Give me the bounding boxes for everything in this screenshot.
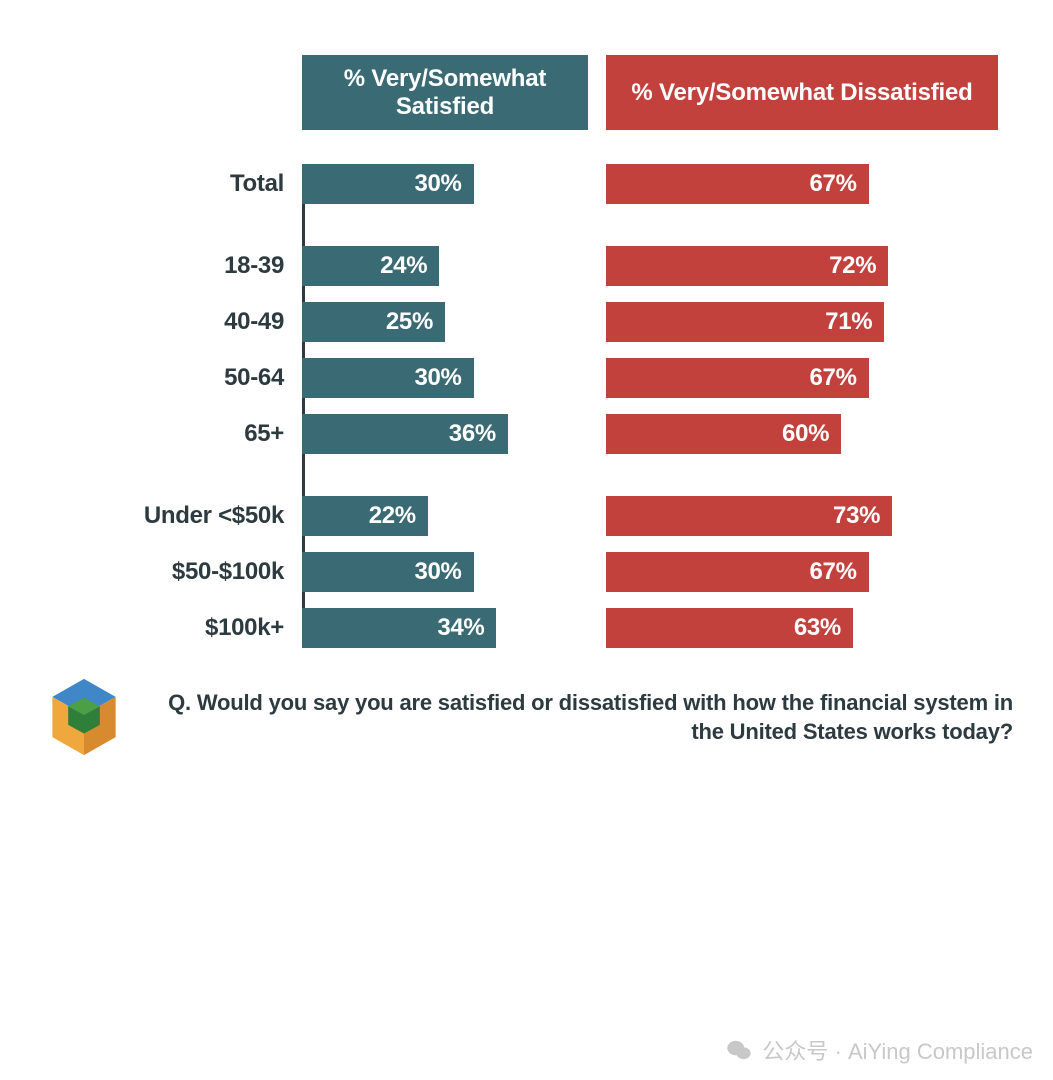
category-label: 18-39 bbox=[40, 246, 302, 286]
column-gap bbox=[588, 164, 606, 204]
header-gap bbox=[588, 55, 606, 130]
category-label: $50-$100k bbox=[40, 552, 302, 592]
dissatisfied-bar: 67% bbox=[606, 164, 869, 204]
column-gap bbox=[588, 246, 606, 286]
dissatisfied-bar: 72% bbox=[606, 246, 888, 286]
chart-footer: Q. Would you say you are satisfied or di… bbox=[40, 676, 1013, 758]
watermark-text: 公众号 · AiYing Compliance bbox=[762, 1034, 1033, 1066]
satisfied-bar: 25% bbox=[302, 302, 445, 342]
satisfied-value: 34% bbox=[437, 614, 484, 642]
column-gap bbox=[588, 358, 606, 398]
dissatisfied-value: 63% bbox=[794, 614, 841, 642]
satisfied-bar: 30% bbox=[302, 164, 474, 204]
satisfied-value: 30% bbox=[414, 170, 461, 198]
satisfied-cell: 25% bbox=[302, 302, 588, 342]
survey-question: Q. Would you say you are satisfied or di… bbox=[144, 688, 1013, 747]
header-dissatisfied: % Very/Somewhat Dissatisfied bbox=[606, 55, 998, 130]
column-headers: % Very/Somewhat Satisfied % Very/Somewha… bbox=[40, 55, 1013, 130]
dissatisfied-value: 71% bbox=[825, 308, 872, 336]
category-label: 65+ bbox=[40, 414, 302, 454]
header-spacer bbox=[40, 55, 302, 130]
data-row: $100k+ 34% 63% bbox=[40, 608, 1013, 648]
satisfied-value: 24% bbox=[380, 252, 427, 280]
dissatisfied-bar: 71% bbox=[606, 302, 884, 342]
data-row: 18-39 24% 72% bbox=[40, 246, 1013, 286]
watermark: 公众号 · AiYing Compliance bbox=[726, 1034, 1033, 1066]
satisfied-cell: 30% bbox=[302, 358, 588, 398]
cube-logo-icon bbox=[48, 676, 120, 758]
satisfied-bar: 36% bbox=[302, 414, 508, 454]
row-group: 18-3924%72%40-4925%71%50-6430%67%65+36%6… bbox=[40, 246, 1013, 454]
dissatisfied-cell: 71% bbox=[606, 302, 998, 342]
category-label: 50-64 bbox=[40, 358, 302, 398]
row-group: Total 30% 67% bbox=[40, 164, 1013, 204]
dissatisfied-value: 67% bbox=[809, 558, 856, 586]
dissatisfied-bar: 63% bbox=[606, 608, 853, 648]
category-label: $100k+ bbox=[40, 608, 302, 648]
satisfied-cell: 36% bbox=[302, 414, 588, 454]
satisfied-value: 25% bbox=[386, 308, 433, 336]
satisfied-bar: 22% bbox=[302, 496, 428, 536]
satisfied-cell: 34% bbox=[302, 608, 588, 648]
satisfaction-chart: % Very/Somewhat Satisfied % Very/Somewha… bbox=[40, 55, 1013, 758]
dissatisfied-bar: 67% bbox=[606, 358, 869, 398]
category-label: 40-49 bbox=[40, 302, 302, 342]
dissatisfied-cell: 72% bbox=[606, 246, 998, 286]
data-row: $50-$100k 30% 67% bbox=[40, 552, 1013, 592]
satisfied-value: 30% bbox=[414, 364, 461, 392]
category-label: Total bbox=[40, 164, 302, 204]
column-gap bbox=[588, 414, 606, 454]
satisfied-cell: 24% bbox=[302, 246, 588, 286]
column-gap bbox=[588, 496, 606, 536]
data-row: 40-49 25% 71% bbox=[40, 302, 1013, 342]
dissatisfied-bar: 67% bbox=[606, 552, 869, 592]
satisfied-bar: 24% bbox=[302, 246, 439, 286]
header-satisfied: % Very/Somewhat Satisfied bbox=[302, 55, 588, 130]
row-group: Under <$50k 22% 73% $50-$100k 30% 67% $100k+ 34… bbox=[40, 496, 1013, 648]
satisfied-cell: 22% bbox=[302, 496, 588, 536]
dissatisfied-value: 73% bbox=[833, 502, 880, 530]
data-row: 65+ 36% 60% bbox=[40, 414, 1013, 454]
dissatisfied-cell: 73% bbox=[606, 496, 998, 536]
category-label: Under <$50k bbox=[40, 496, 302, 536]
satisfied-value: 36% bbox=[449, 420, 496, 448]
data-row: Total 30% 67% bbox=[40, 164, 1013, 204]
column-gap bbox=[588, 608, 606, 648]
dissatisfied-value: 67% bbox=[809, 170, 856, 198]
column-gap bbox=[588, 302, 606, 342]
satisfied-value: 30% bbox=[414, 558, 461, 586]
dissatisfied-value: 72% bbox=[829, 252, 876, 280]
dissatisfied-cell: 67% bbox=[606, 358, 998, 398]
chart-rows: Total 30% 67% 18-39 24% 72% 40-49 25% 71% 50-64 30… bbox=[40, 164, 1013, 648]
satisfied-value: 22% bbox=[369, 502, 416, 530]
dissatisfied-cell: 60% bbox=[606, 414, 998, 454]
satisfied-bar: 30% bbox=[302, 552, 474, 592]
satisfied-cell: 30% bbox=[302, 164, 588, 204]
dissatisfied-bar: 60% bbox=[606, 414, 841, 454]
satisfied-bar: 34% bbox=[302, 608, 496, 648]
satisfied-bar: 30% bbox=[302, 358, 474, 398]
satisfied-cell: 30% bbox=[302, 552, 588, 592]
dissatisfied-bar: 73% bbox=[606, 496, 892, 536]
dissatisfied-cell: 67% bbox=[606, 164, 998, 204]
dissatisfied-value: 60% bbox=[782, 420, 829, 448]
wechat-icon bbox=[726, 1037, 752, 1063]
data-row: Under <$50k 22% 73% bbox=[40, 496, 1013, 536]
dissatisfied-cell: 63% bbox=[606, 608, 998, 648]
dissatisfied-value: 67% bbox=[809, 364, 856, 392]
data-row: 50-64 30% 67% bbox=[40, 358, 1013, 398]
column-gap bbox=[588, 552, 606, 592]
dissatisfied-cell: 67% bbox=[606, 552, 998, 592]
